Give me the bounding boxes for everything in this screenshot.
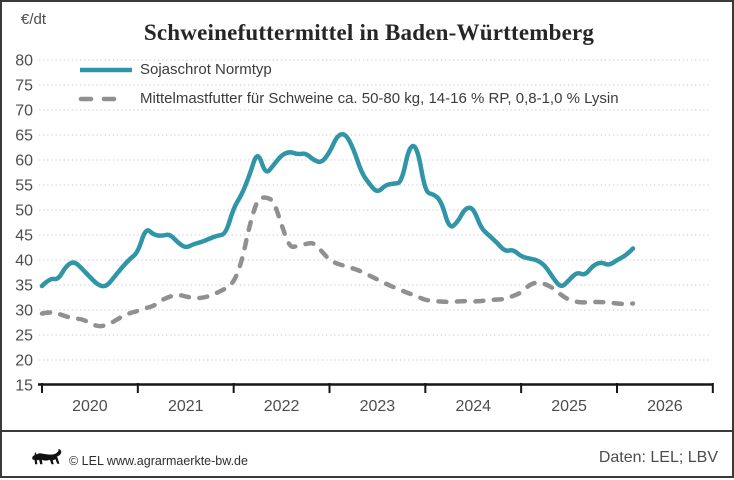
svg-text:55: 55 bbox=[15, 178, 33, 195]
svg-text:25: 25 bbox=[15, 328, 33, 345]
svg-text:2022: 2022 bbox=[264, 398, 300, 415]
svg-text:80: 80 bbox=[15, 53, 33, 70]
svg-text:15: 15 bbox=[15, 378, 33, 395]
svg-text:50: 50 bbox=[15, 203, 33, 220]
footer-data-source: Daten: LEL; LBV bbox=[598, 449, 718, 466]
svg-text:70: 70 bbox=[15, 103, 33, 120]
svg-text:2023: 2023 bbox=[360, 398, 396, 415]
svg-text:35: 35 bbox=[15, 278, 33, 295]
legend-label-sojaschrot: Sojaschrot Normtyp bbox=[140, 61, 272, 78]
svg-text:30: 30 bbox=[15, 303, 33, 320]
svg-text:40: 40 bbox=[15, 253, 33, 270]
page-title: Schweinefuttermittel in Baden-Württember… bbox=[143, 20, 595, 45]
legend-item-sojaschrot: Sojaschrot Normtyp bbox=[78, 61, 272, 78]
y-axis-labels: 15 20 25 30 35 40 45 50 55 60 65 70 75 80 bbox=[15, 53, 33, 395]
svg-text:45: 45 bbox=[15, 228, 33, 245]
footer-copyright: © LEL www.agrarmaerkte-bw.de bbox=[69, 454, 248, 468]
footer-divider bbox=[2, 430, 734, 432]
y-axis-unit-label: €/dt bbox=[21, 11, 47, 28]
svg-text:2024: 2024 bbox=[455, 398, 491, 415]
x-axis-labels: 2020 2021 2022 2023 2024 2025 2026 bbox=[72, 398, 683, 415]
series-sojaschrot-line bbox=[39, 131, 636, 289]
baden-wuerttemberg-lion-icon bbox=[32, 449, 62, 465]
series-mittelmastfutter-line bbox=[39, 195, 636, 329]
x-axis bbox=[38, 383, 714, 393]
svg-text:60: 60 bbox=[15, 153, 33, 170]
svg-text:2025: 2025 bbox=[551, 398, 587, 415]
legend-item-mittelmastfutter: Mittelmastfutter für Schweine ca. 50-80 … bbox=[78, 90, 619, 107]
svg-text:20: 20 bbox=[15, 353, 33, 370]
sojaschrot-line-swatch-icon bbox=[80, 67, 132, 72]
mittelmastfutter-dash-swatch-icon bbox=[78, 96, 125, 101]
svg-text:2026: 2026 bbox=[647, 398, 683, 415]
svg-text:75: 75 bbox=[15, 78, 33, 95]
legend-label-mittelmastfutter: Mittelmastfutter für Schweine ca. 50-80 … bbox=[140, 90, 619, 107]
svg-text:2020: 2020 bbox=[72, 398, 108, 415]
svg-text:65: 65 bbox=[15, 128, 33, 145]
svg-text:2021: 2021 bbox=[168, 398, 204, 415]
